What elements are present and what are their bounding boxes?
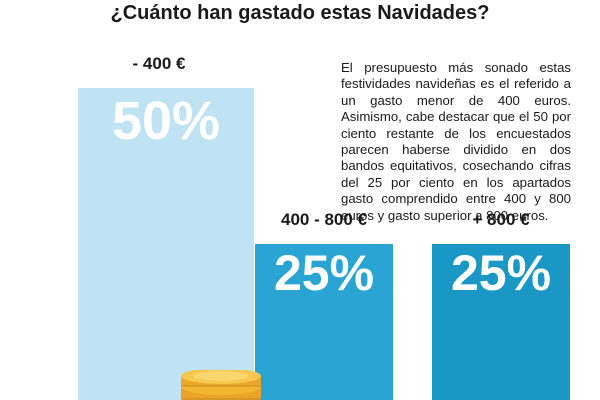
chart-title: ¿Cuánto han gastado estas Navidades? xyxy=(110,2,490,24)
coin-stack-icon xyxy=(181,370,261,400)
bar-3 xyxy=(432,244,570,400)
description-text: El presupuesto más sonado estas festivid… xyxy=(341,60,571,224)
bar-value-label: 25% xyxy=(450,245,552,301)
category-label: 400 - 800 € xyxy=(280,210,367,229)
bar-2 xyxy=(255,244,393,400)
coin-icon xyxy=(181,370,261,400)
category-label: + 800 € xyxy=(472,210,530,229)
bar-1 xyxy=(78,88,254,400)
bar-value-label: 50% xyxy=(111,91,221,151)
description-paragraph: El presupuesto más sonado estas festivid… xyxy=(341,60,571,223)
bar-value-label: 25% xyxy=(273,245,375,301)
category-label: - 400 € xyxy=(132,54,186,73)
